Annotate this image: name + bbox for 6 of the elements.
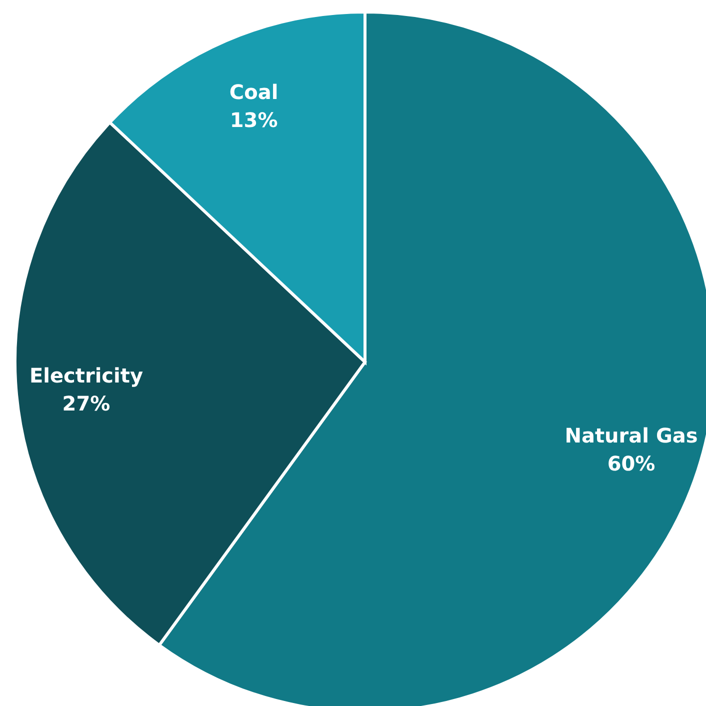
data-label: 13% <box>230 108 278 132</box>
data-label: 27% <box>62 391 110 416</box>
slice-label: Natural Gas <box>564 424 698 448</box>
slice-label: Coal <box>229 80 278 104</box>
slice-label: Electricity <box>29 363 144 388</box>
data-label: 60% <box>607 452 656 476</box>
